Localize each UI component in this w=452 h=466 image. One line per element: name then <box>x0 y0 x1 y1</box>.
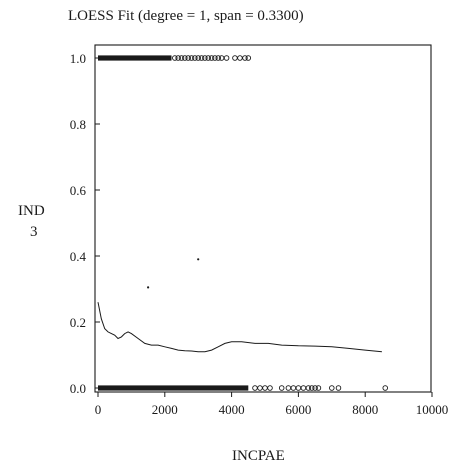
axis-tick-labels: 0.0 0.2 0.4 0.6 0.8 1.0 0 2000 4000 6000 8000 10000 <box>70 51 449 417</box>
data-point <box>262 385 268 391</box>
data-point <box>382 385 388 391</box>
axis-ticks <box>95 57 433 397</box>
x-tick-label: 10000 <box>416 402 449 417</box>
loess-fit-line <box>97 302 382 353</box>
data-point <box>305 385 312 391</box>
data-point <box>257 385 263 391</box>
data-point <box>218 55 225 61</box>
data-point <box>212 55 218 61</box>
y-axis-label-line-2: 3 <box>30 224 38 240</box>
data-point <box>185 55 191 61</box>
data-marks <box>97 55 388 391</box>
chart-title: LOESS Fit (degree = 1, span = 0.3300) <box>68 8 304 24</box>
x-tick-label: 6000 <box>285 402 311 417</box>
data-point <box>182 55 188 61</box>
data-point <box>215 55 221 61</box>
y-tick-label: 0.0 <box>70 381 86 396</box>
y-axis-label-line-1: IND <box>18 203 45 219</box>
x-tick-label: 8000 <box>352 402 378 417</box>
data-point <box>295 385 302 391</box>
data-point <box>290 385 297 391</box>
data-point <box>300 385 307 391</box>
y-tick-label: 0.8 <box>70 117 86 132</box>
x-tick-label: 0 <box>95 402 102 417</box>
data-point <box>172 55 178 61</box>
data-point <box>312 385 318 391</box>
plot-frame <box>94 44 432 393</box>
data-point <box>202 55 208 61</box>
data-point <box>205 55 211 61</box>
x-tick-label: 2000 <box>152 402 178 417</box>
dense-points-band <box>98 385 249 391</box>
data-point <box>245 55 252 61</box>
data-point <box>285 385 292 391</box>
x-tick-label: 4000 <box>219 402 245 417</box>
data-point <box>147 286 150 289</box>
x-axis-label: INCPAE <box>232 448 285 464</box>
data-point <box>197 258 200 261</box>
data-point <box>278 385 285 391</box>
data-point <box>267 385 273 391</box>
data-point <box>208 55 215 61</box>
data-point <box>175 55 181 61</box>
data-point <box>192 55 198 61</box>
y-tick-label: 0.2 <box>70 315 86 330</box>
data-point <box>188 55 195 61</box>
data-point <box>309 385 315 391</box>
data-point <box>242 55 248 61</box>
data-point <box>237 55 243 61</box>
data-point <box>315 385 322 391</box>
data-point <box>329 385 335 391</box>
y-tick-label: 1.0 <box>70 51 86 66</box>
data-point <box>223 55 230 61</box>
data-point <box>252 385 258 391</box>
data-point <box>335 385 342 391</box>
dense-points-band <box>98 55 172 61</box>
data-point <box>195 55 201 61</box>
data-point <box>178 55 185 61</box>
y-tick-label: 0.6 <box>70 183 87 198</box>
data-point <box>232 55 238 61</box>
data-point <box>198 55 205 61</box>
y-tick-label: 0.4 <box>70 249 87 264</box>
